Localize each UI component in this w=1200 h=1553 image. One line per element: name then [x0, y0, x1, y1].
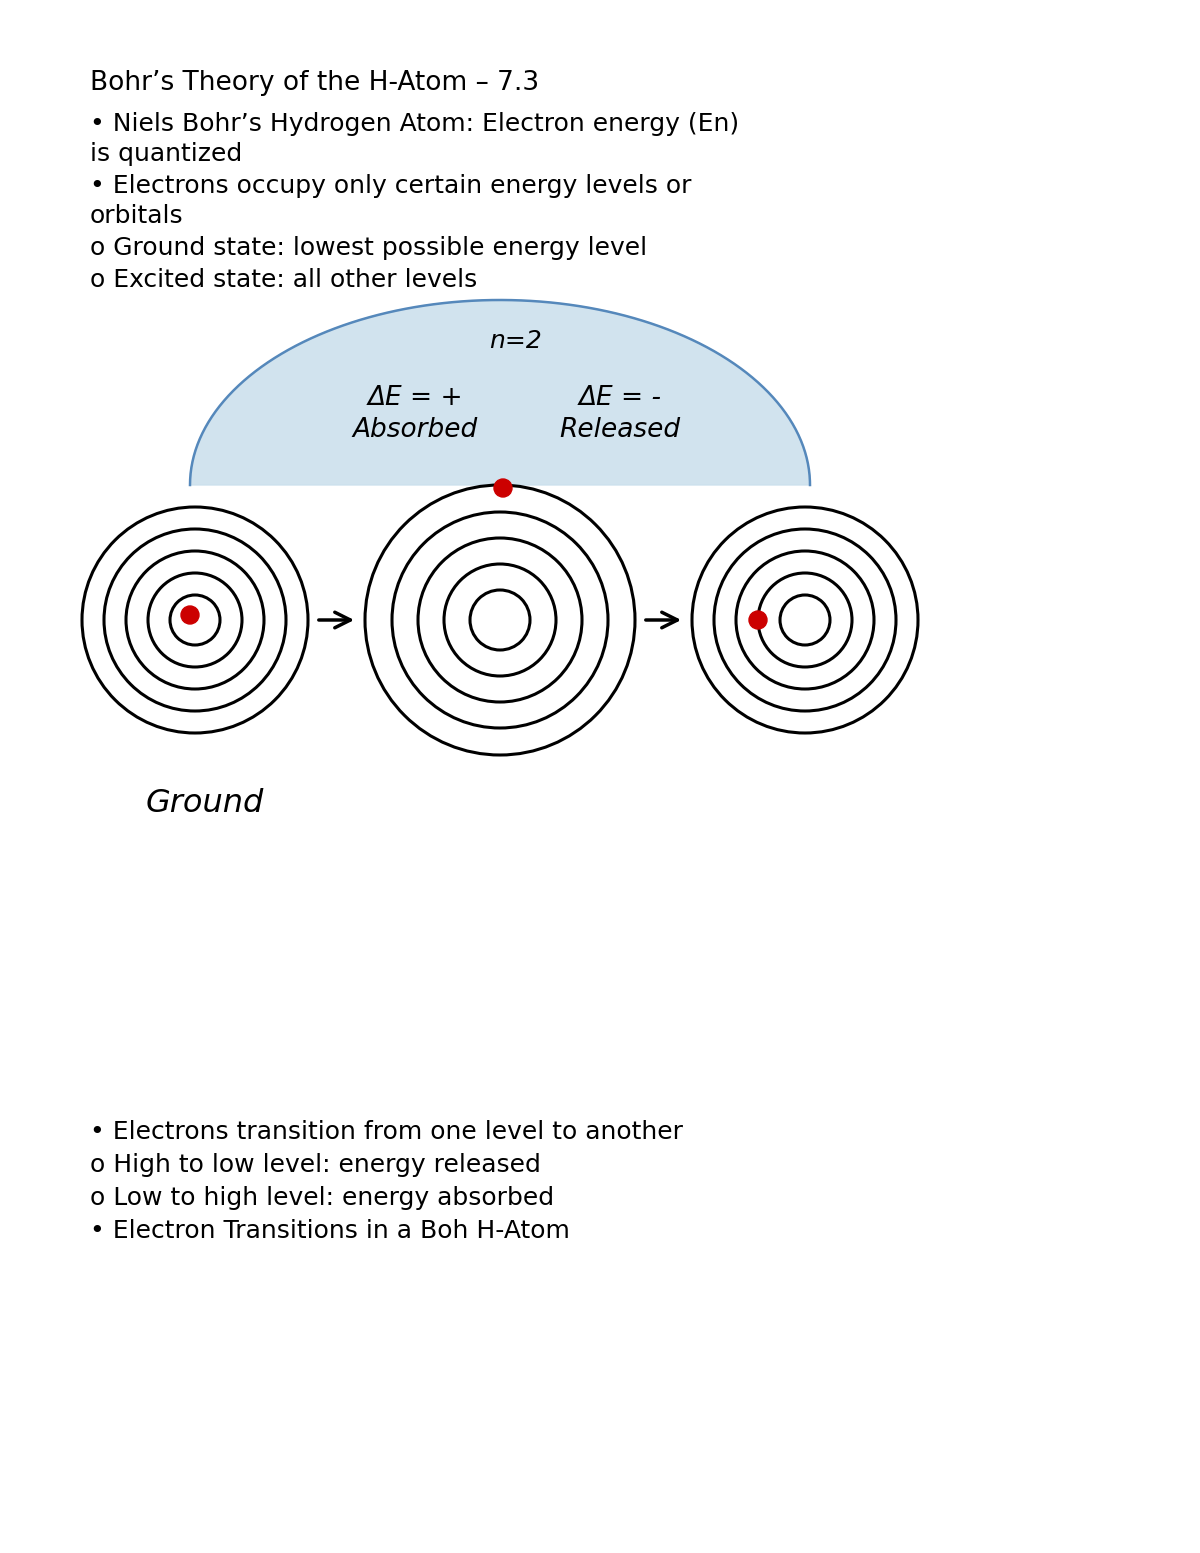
Text: • Niels Bohr’s Hydrogen Atom: Electron energy (En): • Niels Bohr’s Hydrogen Atom: Electron e…	[90, 112, 739, 137]
Circle shape	[494, 478, 512, 497]
Text: n=2: n=2	[488, 329, 541, 353]
Text: o Excited state: all other levels: o Excited state: all other levels	[90, 269, 478, 292]
Circle shape	[749, 610, 767, 629]
Text: • Electrons occupy only certain energy levels or: • Electrons occupy only certain energy l…	[90, 174, 691, 197]
Text: is quantized: is quantized	[90, 141, 242, 166]
Text: • Electron Transitions in a Boh H-Atom: • Electron Transitions in a Boh H-Atom	[90, 1219, 570, 1242]
Text: o Ground state: lowest possible energy level: o Ground state: lowest possible energy l…	[90, 236, 647, 259]
Text: Released: Released	[559, 418, 680, 443]
Text: ΔE = +: ΔE = +	[367, 385, 463, 412]
Circle shape	[181, 606, 199, 624]
Text: orbitals: orbitals	[90, 203, 184, 228]
Text: ΔE = -: ΔE = -	[578, 385, 661, 412]
Text: Bohr’s Theory of the H-Atom – 7.3: Bohr’s Theory of the H-Atom – 7.3	[90, 70, 539, 96]
Text: Ground: Ground	[146, 787, 264, 818]
Text: Absorbed: Absorbed	[353, 418, 478, 443]
Text: o High to low level: energy released: o High to low level: energy released	[90, 1152, 541, 1177]
Text: o Low to high level: energy absorbed: o Low to high level: energy absorbed	[90, 1186, 554, 1210]
Polygon shape	[190, 300, 810, 485]
Text: • Electrons transition from one level to another: • Electrons transition from one level to…	[90, 1120, 683, 1145]
